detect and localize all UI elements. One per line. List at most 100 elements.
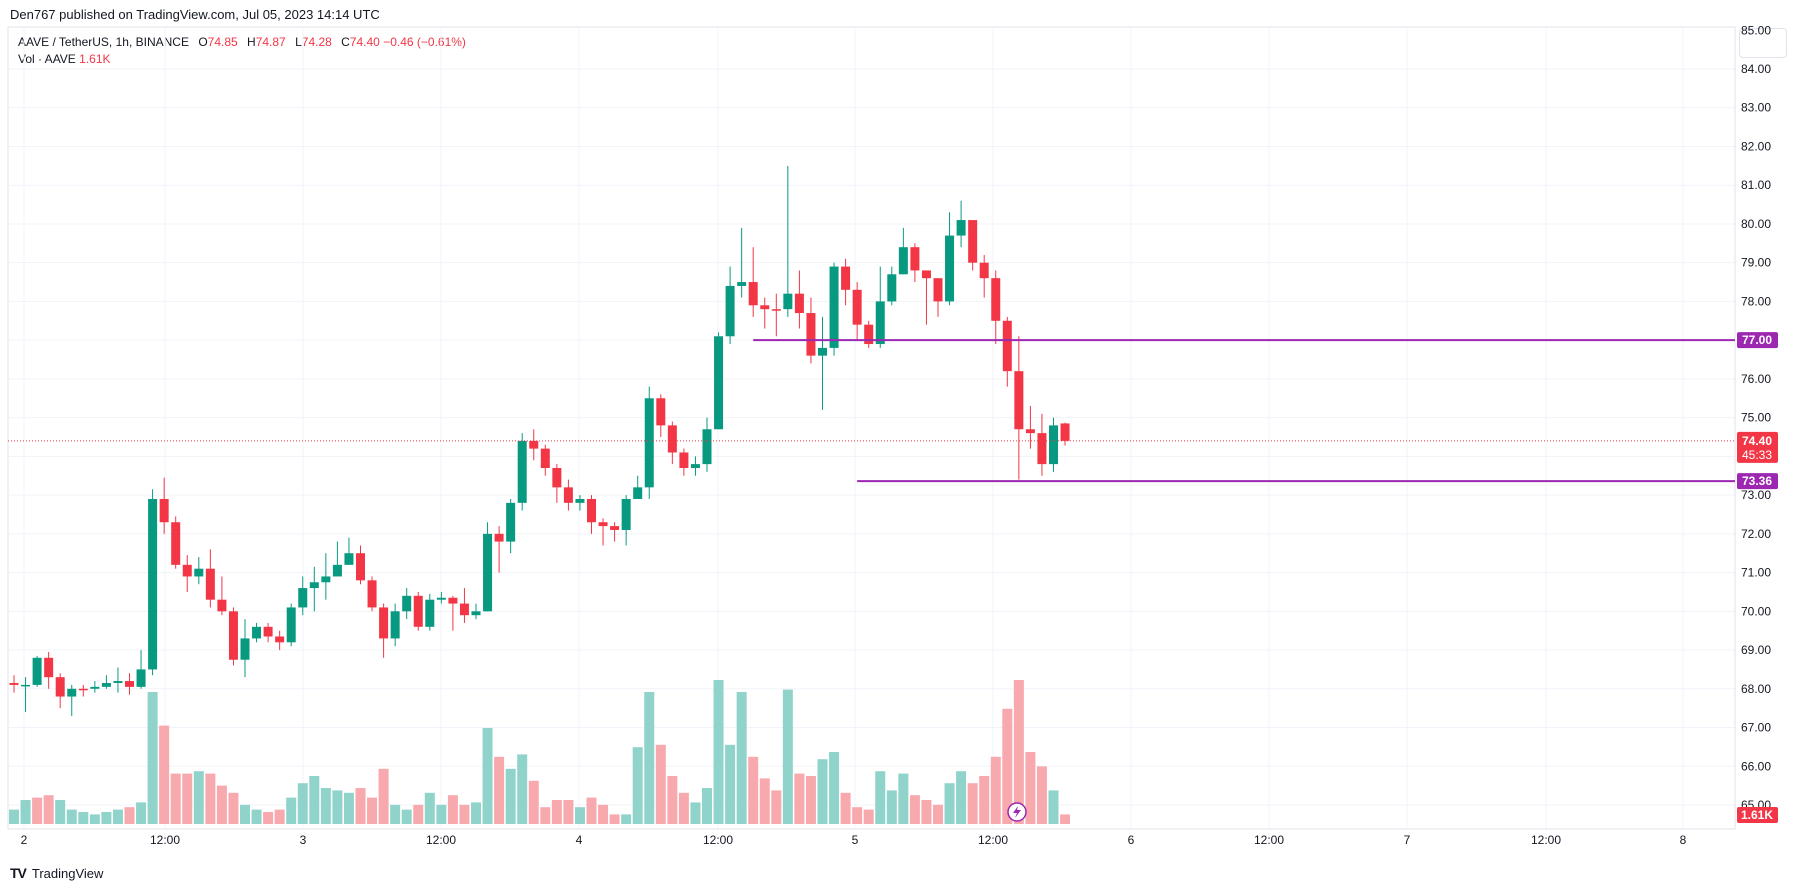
candle-body [1049,425,1058,465]
candle-body [402,595,412,612]
chart-legend: AAVE / TetherUS, 1h, BINANCE O74.85 H74.… [18,34,466,68]
y-tick-label: 73.00 [1741,488,1771,502]
candle-body [1037,433,1047,465]
tradingview-brand: TradingView [31,865,104,881]
volume-bar [551,800,562,824]
y-tick-label: 66.00 [1741,759,1771,773]
volume-bar [817,759,828,824]
candle-body [425,599,435,627]
candle-body [737,282,747,286]
volume-bar [528,780,539,824]
candle-body [344,553,354,565]
candle-body [921,270,931,279]
volume-bar [713,680,724,824]
candle-body [321,576,331,583]
candle-body [148,498,158,670]
candle-body [298,588,308,608]
volume-bar [20,800,31,824]
volume-bar [632,747,643,824]
candle-body [436,597,446,600]
volume-bar [574,807,585,824]
candle-body [529,440,539,449]
y-tick-label: 82.00 [1741,139,1771,153]
y-tick-label: 83.00 [1741,101,1771,115]
volume-bar [471,802,481,824]
volume-bar [725,744,736,824]
level-badge [1737,473,1778,490]
candle-body [644,398,654,488]
volume-bar [32,797,43,824]
candle-body [945,235,955,302]
candle-body [991,278,1001,321]
candle-body [714,336,724,430]
candle-body [933,278,943,302]
y-tick-label: 70.00 [1741,604,1771,618]
candle-body [494,533,504,542]
lightning-bolt-icon [1013,806,1021,818]
candle-body [852,289,862,325]
x-tick-label: 8 [1680,833,1687,847]
candle-body [125,681,134,687]
volume-bar [609,814,620,824]
volume-bar [886,790,897,824]
candle-body [1002,320,1012,372]
volume-bar [112,809,123,824]
volume-bar [598,804,609,824]
scale-settings-button[interactable] [1739,28,1787,58]
legend-low: 74.28 [301,35,332,49]
candle-body [887,274,897,302]
y-tick-label: 69.00 [1741,643,1771,657]
volume-bar [540,807,551,824]
volume-bar [193,771,204,824]
y-tick-label: 81.00 [1741,178,1771,192]
candle-body [252,626,262,639]
volume-bar [343,792,354,824]
volume-bar [66,809,77,824]
y-tick-label: 85.00 [1741,23,1771,37]
candle-body [413,595,423,627]
x-tick-label: 5 [852,833,859,847]
y-tick-label: 84.00 [1741,62,1771,76]
candle-body [379,607,389,639]
volume-bar [933,804,943,824]
volume-bar [228,792,239,824]
volume-bar [205,773,216,824]
volume-bar [424,792,435,824]
candle-body [275,636,285,643]
volume-bar [447,795,458,824]
x-tick-label: 12:00 [1254,833,1284,847]
volume-bar [216,785,227,824]
volume-bar [78,812,89,824]
candle-body [101,682,111,687]
y-tick-label: 78.00 [1741,294,1771,308]
volume-bar [517,754,528,824]
volume-bar [794,773,805,824]
level-label: 73.36 [1742,474,1772,488]
volume-bar [390,804,401,824]
y-tick-label: 75.00 [1741,411,1771,425]
candle-body [575,498,585,503]
volume-bar [875,771,886,824]
candle-body [956,220,966,236]
volume-bar [378,768,389,824]
candle-body [182,564,192,577]
candle-body [587,498,596,523]
candle-body [610,526,620,530]
x-tick-label: 12:00 [426,833,456,847]
x-tick-label: 7 [1404,833,1411,847]
legend-close-label: C [341,35,350,49]
volume-bar [182,773,193,824]
legend-open: 74.85 [207,35,238,49]
candle-body [633,487,643,499]
candle-body [875,301,885,345]
candle-body [656,398,666,426]
x-tick-label: 2 [21,833,28,847]
candle-body [771,309,781,311]
y-tick-label: 79.00 [1741,256,1771,270]
candle-body [44,657,54,678]
last-price-label: 74.40 [1742,434,1772,448]
volume-bar [909,795,920,824]
candle-body [194,568,204,577]
volume-bar [332,790,343,824]
